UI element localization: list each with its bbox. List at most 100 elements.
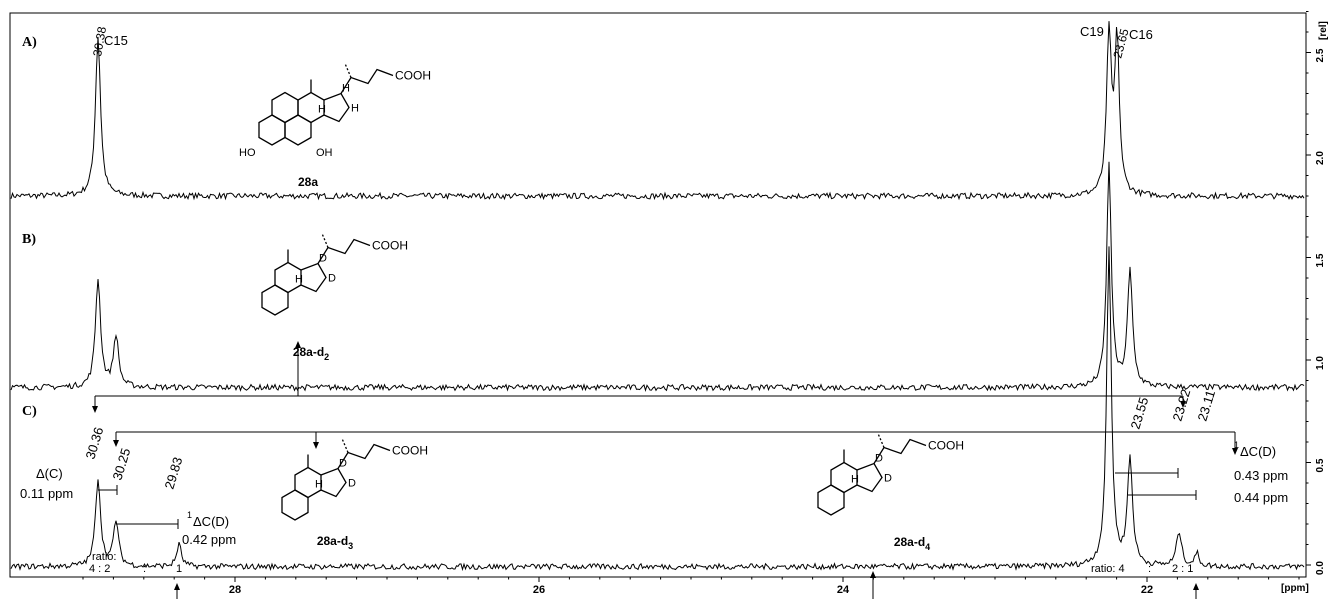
panel-label-b: B) [22, 232, 36, 247]
ratio-left-last: 1 [176, 563, 182, 575]
peak-label-c-23-22: 23.22 [1170, 387, 1194, 423]
axis-ticks: 28 26 24 22 0.0 0.5 1.0 1.5 2.0 2.5 [82, 11, 1326, 596]
struct-28a-d2-cooh: COOH [372, 239, 408, 253]
arrow-29-83 [174, 583, 180, 590]
struct-28a-d2-methyl [321, 233, 329, 248]
y-tick-label: 2.0 [1315, 151, 1326, 165]
peak-label-a-c19: C19 [1080, 24, 1104, 39]
struct-28a-d3-label: 28a-d3 [317, 534, 353, 551]
ratio-left-label: ratio: [92, 551, 116, 563]
struct-28a-d3-methyl [341, 438, 349, 453]
delta-cd-left-label: ΔC(D) [193, 514, 229, 529]
struct-28a-d4-cooh: COOH [928, 439, 964, 453]
peak-label-a-30-38: 30.38 [90, 25, 109, 57]
struct-28a-h3: H [351, 103, 359, 115]
plot-border [9, 12, 1307, 578]
peak-label-c-30-36: 30.36 [83, 425, 107, 461]
bracket-d3-left-arrow [113, 440, 119, 447]
struct-28a-h2: H [342, 83, 350, 95]
struct-28a-d2-skeleton [261, 233, 371, 316]
spectra [10, 21, 1305, 572]
struct-28a-oh: OH [316, 147, 333, 159]
panel-label-c: C) [22, 404, 37, 419]
struct-28a-d2-h2: D [319, 253, 327, 265]
bracket-d3-mid-arrow [313, 442, 319, 449]
arrow-d4 [870, 571, 876, 578]
spectrum-trace-c [10, 246, 1305, 572]
x-axis-unit: [ppm] [1281, 583, 1309, 594]
delta-cd-right-label: ΔC(D) [1240, 444, 1276, 459]
struct-28a-ring-five [323, 92, 350, 123]
struct-28a-d3-ring-five [320, 467, 347, 498]
struct-28a-h1: H [318, 104, 326, 116]
struct-28a-d4-methyl [877, 433, 885, 448]
y-tick-label: 0.5 [1315, 458, 1326, 472]
struct-28a-d2-label: 28a-d2 [293, 345, 329, 362]
struct-28a-cooh: COOH [395, 69, 431, 83]
x-tick-label: 28 [229, 584, 241, 596]
peak-label-c-23-55: 23.55 [1128, 395, 1152, 431]
x-tick-label: 24 [837, 584, 850, 596]
struct-28a-skeleton [258, 63, 394, 146]
peak-label-a-c16: C16 [1129, 27, 1153, 42]
peak-label-c-23-11: 23.11 [1195, 388, 1219, 423]
peak-label-a-c15: C15 [104, 33, 128, 48]
ratio-right-label: ratio: 4 [1091, 563, 1125, 575]
struct-28a-d4-label: 28a-d4 [894, 535, 930, 552]
y-tick-label: 0.0 [1315, 561, 1326, 575]
plot-frame [9, 12, 1307, 578]
struct-28a-ho: HO [239, 147, 256, 159]
peak-label-c-29-83: 29.83 [162, 455, 186, 491]
struct-28a-d3-cooh: COOH [392, 444, 428, 458]
ratio-right-values: 2 : 1 [1172, 563, 1193, 575]
delta-cd-right-value-2: 0.44 ppm [1234, 490, 1288, 505]
struct-28a-d4-h1: H [851, 474, 859, 486]
bracket-d3-right-arrow [1232, 448, 1238, 455]
struct-28a-d3-skeleton [281, 438, 391, 521]
spectrum-trace-b [10, 161, 1305, 392]
spectrum-trace-a [10, 21, 1305, 201]
y-tick-label: 1.0 [1315, 356, 1326, 370]
peak-label-c-30-25: 30.25 [110, 446, 134, 482]
delta-c-label: Δ(C) [36, 466, 63, 481]
struct-28a-d4-skeleton [817, 433, 927, 516]
struct-28a-d2-h3: D [328, 273, 336, 285]
delta-c-value: 0.11 ppm [20, 486, 73, 501]
struct-28a-d4-h2: D [875, 453, 883, 465]
struct-28a-label: 28a [298, 175, 318, 189]
struct-28a-d4-h3: D [884, 473, 892, 485]
struct-28a-methyl [344, 63, 352, 78]
ratio-left-colon: : [143, 563, 146, 575]
struct-28a-d3-h2: D [339, 458, 347, 470]
struct-28a-d4-side-chain [873, 438, 927, 464]
y-tick-label: 1.5 [1315, 253, 1326, 267]
x-tick-label: 22 [1141, 584, 1153, 596]
struct-28a-d2-side-chain [317, 238, 371, 264]
struct-28a-d4-ring-five [856, 462, 883, 493]
delta-cd-left-value: 0.42 ppm [182, 532, 236, 547]
ratio-right-colon: : [1148, 563, 1151, 575]
panel-label-a: A) [22, 35, 37, 50]
struct-28a-d3-side-chain [337, 443, 391, 469]
arrow-23-11 [1193, 583, 1199, 590]
struct-28a-d2-ring-five [300, 262, 327, 293]
bracket-d2-up-arrow [295, 341, 301, 348]
ratio-left-values: 4 : 2 [89, 563, 110, 575]
delta-cd-right-sup: 1 [1234, 440, 1239, 450]
annotations [92, 341, 1238, 599]
bracket-d2-left-arrow [92, 406, 98, 413]
y-tick-label: 2.5 [1315, 48, 1326, 62]
x-tick-label: 26 [533, 584, 545, 596]
delta-cd-left-sup: 1 [187, 510, 192, 520]
delta-cd-right-value-1: 0.43 ppm [1234, 468, 1288, 483]
struct-28a-side-chain [340, 68, 394, 94]
struct-28a-d3-h3: D [348, 478, 356, 490]
bracket-d2-right-arrow [1180, 401, 1186, 408]
y-axis-unit: [rel] [1318, 21, 1329, 40]
struct-28a-ring [271, 91, 299, 124]
struct-28a-d2-h1: H [295, 274, 303, 286]
struct-28a-d3-h1: H [315, 479, 323, 491]
